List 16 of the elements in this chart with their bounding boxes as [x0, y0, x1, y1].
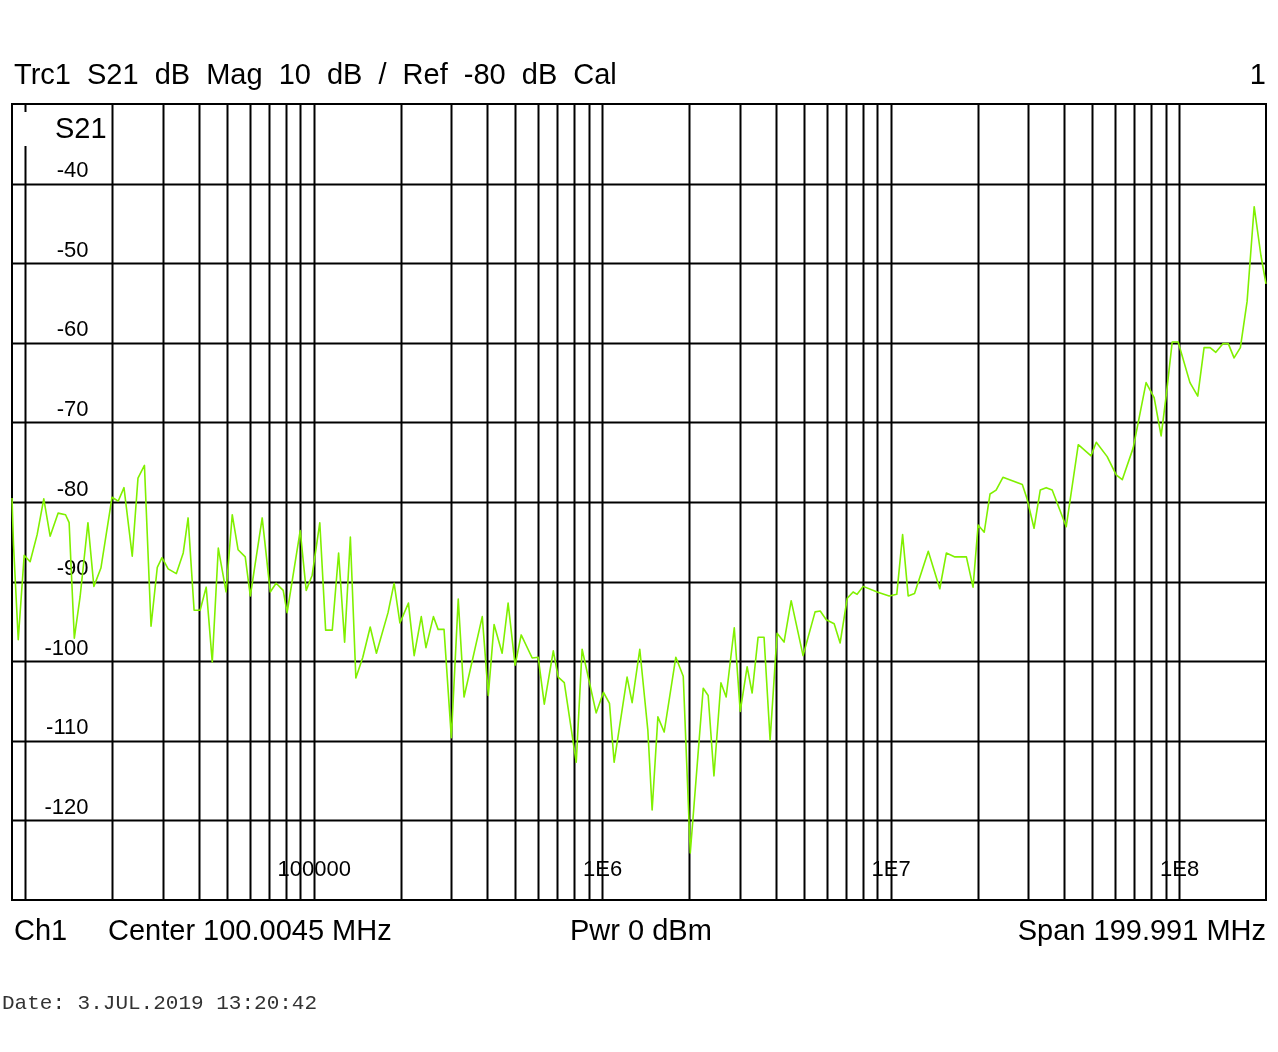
- y-tick-label: -70: [56, 395, 89, 421]
- text: Center 100.0045 MHz: [108, 914, 392, 947]
- y-tick-label: -40: [56, 157, 89, 183]
- text: Pwr 0 dBm: [570, 914, 712, 947]
- text: 1: [1249, 58, 1266, 91]
- text: Ch1: [14, 914, 68, 947]
- chart-title: Trc1 S21 dB Mag 10 dB / Ref -80 dB Cal: [14, 58, 617, 91]
- y-tick-label: -100: [44, 634, 89, 660]
- text: Span 199.991 MHz: [1017, 914, 1266, 947]
- y-tick-label: -80: [56, 475, 89, 501]
- y-tick-label: -60: [56, 316, 89, 342]
- y-tick-label: -120: [44, 793, 89, 819]
- y-tick-label: -110: [46, 714, 89, 740]
- y-tick-label: -50: [56, 236, 89, 262]
- text: S21: [55, 111, 107, 144]
- text: Date: 3.JUL.2019 13:20:42: [2, 992, 318, 1015]
